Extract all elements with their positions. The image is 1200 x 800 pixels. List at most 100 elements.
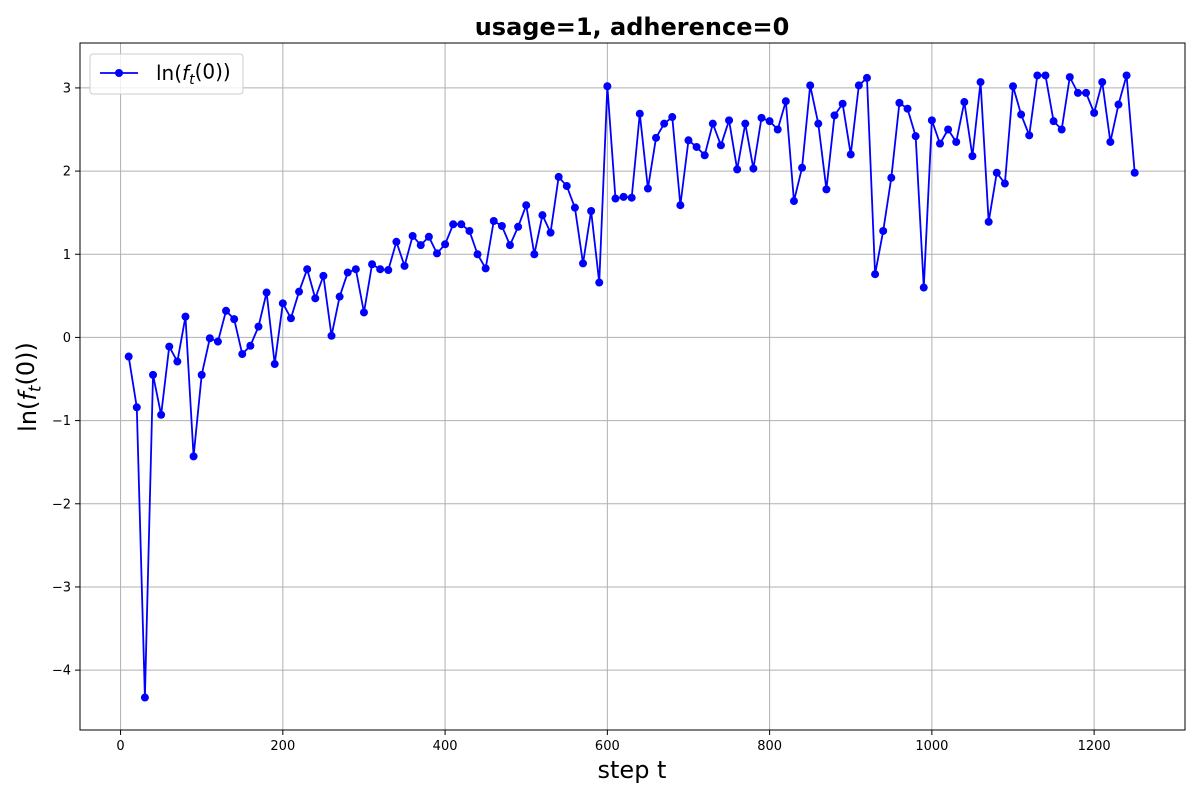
data-point	[854, 81, 863, 90]
data-point	[587, 207, 596, 216]
data-point	[205, 334, 214, 343]
y-tick-label: −1	[52, 414, 71, 429]
legend-label: ln(ft(0))	[156, 59, 231, 88]
x-axis-label: step t	[598, 756, 667, 784]
legend-box	[89, 53, 244, 95]
data-point	[1009, 82, 1017, 91]
y-tick-label: 2	[63, 165, 71, 180]
data-point	[627, 193, 636, 202]
data-point	[1122, 71, 1131, 80]
data-point	[960, 98, 969, 107]
data-point	[246, 341, 255, 350]
data-point	[473, 250, 482, 259]
data-point	[1090, 108, 1099, 117]
y-tick-label: −4	[52, 664, 71, 679]
data-point	[173, 357, 182, 366]
data-point	[1049, 117, 1058, 126]
data-point	[140, 693, 149, 702]
data-point	[903, 104, 912, 113]
data-point	[303, 265, 312, 274]
data-point	[562, 182, 571, 191]
data-point	[579, 259, 588, 268]
data-point	[976, 78, 985, 87]
data-point	[222, 306, 231, 315]
data-point	[497, 221, 506, 230]
data-point	[132, 403, 141, 412]
data-point	[668, 113, 677, 122]
data-point	[270, 360, 279, 369]
data-point	[619, 192, 628, 201]
y-tick-label: 0	[63, 331, 71, 346]
data-point	[489, 216, 498, 225]
x-tick-label: 1000	[915, 739, 948, 754]
data-point	[368, 260, 377, 269]
x-tick-label: 0	[116, 739, 124, 754]
data-point	[384, 266, 393, 275]
data-point	[944, 125, 953, 134]
data-point	[911, 132, 920, 141]
data-point	[376, 265, 385, 274]
grid	[80, 43, 1185, 730]
data-point	[846, 150, 855, 159]
data-point	[708, 119, 717, 128]
chart-title: usage=1, adherence=0	[475, 13, 790, 41]
data-point	[935, 139, 944, 148]
data-point	[481, 264, 490, 273]
data-point	[213, 337, 222, 346]
data-point	[230, 315, 239, 324]
data-point	[749, 164, 758, 173]
x-tick-label: 800	[757, 739, 782, 754]
data-point	[286, 314, 295, 323]
data-point	[238, 350, 247, 359]
data-point	[1065, 73, 1074, 82]
data-point	[392, 237, 401, 246]
data-point	[789, 197, 798, 206]
data-point	[189, 452, 198, 461]
data-point	[181, 312, 190, 321]
data-point	[676, 201, 685, 210]
data-point	[871, 270, 880, 279]
data-point	[546, 228, 555, 237]
data-point	[643, 184, 652, 193]
data-point	[449, 220, 458, 229]
data-point	[952, 137, 961, 146]
data-point	[992, 168, 1001, 177]
data-point	[327, 331, 336, 340]
data-point	[652, 133, 661, 142]
data-point	[1057, 125, 1066, 134]
data-point	[197, 370, 206, 379]
data-point	[1114, 100, 1123, 109]
data-point	[862, 73, 871, 82]
data-point	[351, 265, 360, 274]
data-point	[538, 211, 547, 220]
data-point	[1098, 78, 1107, 87]
data-point	[611, 194, 620, 203]
data-point	[157, 410, 166, 419]
y-axis-label: ln(ft(0))	[12, 342, 45, 432]
x-tick-label: 600	[595, 739, 620, 754]
data-point	[278, 299, 287, 308]
data-point	[773, 125, 782, 134]
y-tick-label: −3	[52, 580, 71, 595]
data-point	[254, 322, 263, 331]
data-point	[1041, 71, 1050, 80]
data-point	[165, 342, 174, 351]
data-point	[798, 163, 807, 172]
data-point	[570, 203, 579, 212]
data-point	[765, 117, 774, 126]
data-point	[530, 250, 539, 259]
data-point	[838, 99, 847, 108]
data-point	[432, 249, 441, 258]
data-point	[781, 97, 790, 106]
data-point	[465, 226, 474, 235]
data-point	[927, 116, 936, 125]
data-point	[1000, 179, 1009, 188]
data-point	[814, 119, 823, 128]
y-axis-label-text: ln(ft(0))	[12, 342, 45, 432]
data-point	[879, 226, 888, 235]
y-tick-label: −2	[52, 497, 71, 512]
data-point	[806, 81, 815, 90]
data-point	[295, 287, 304, 296]
y-tick-label: 1	[63, 248, 71, 263]
